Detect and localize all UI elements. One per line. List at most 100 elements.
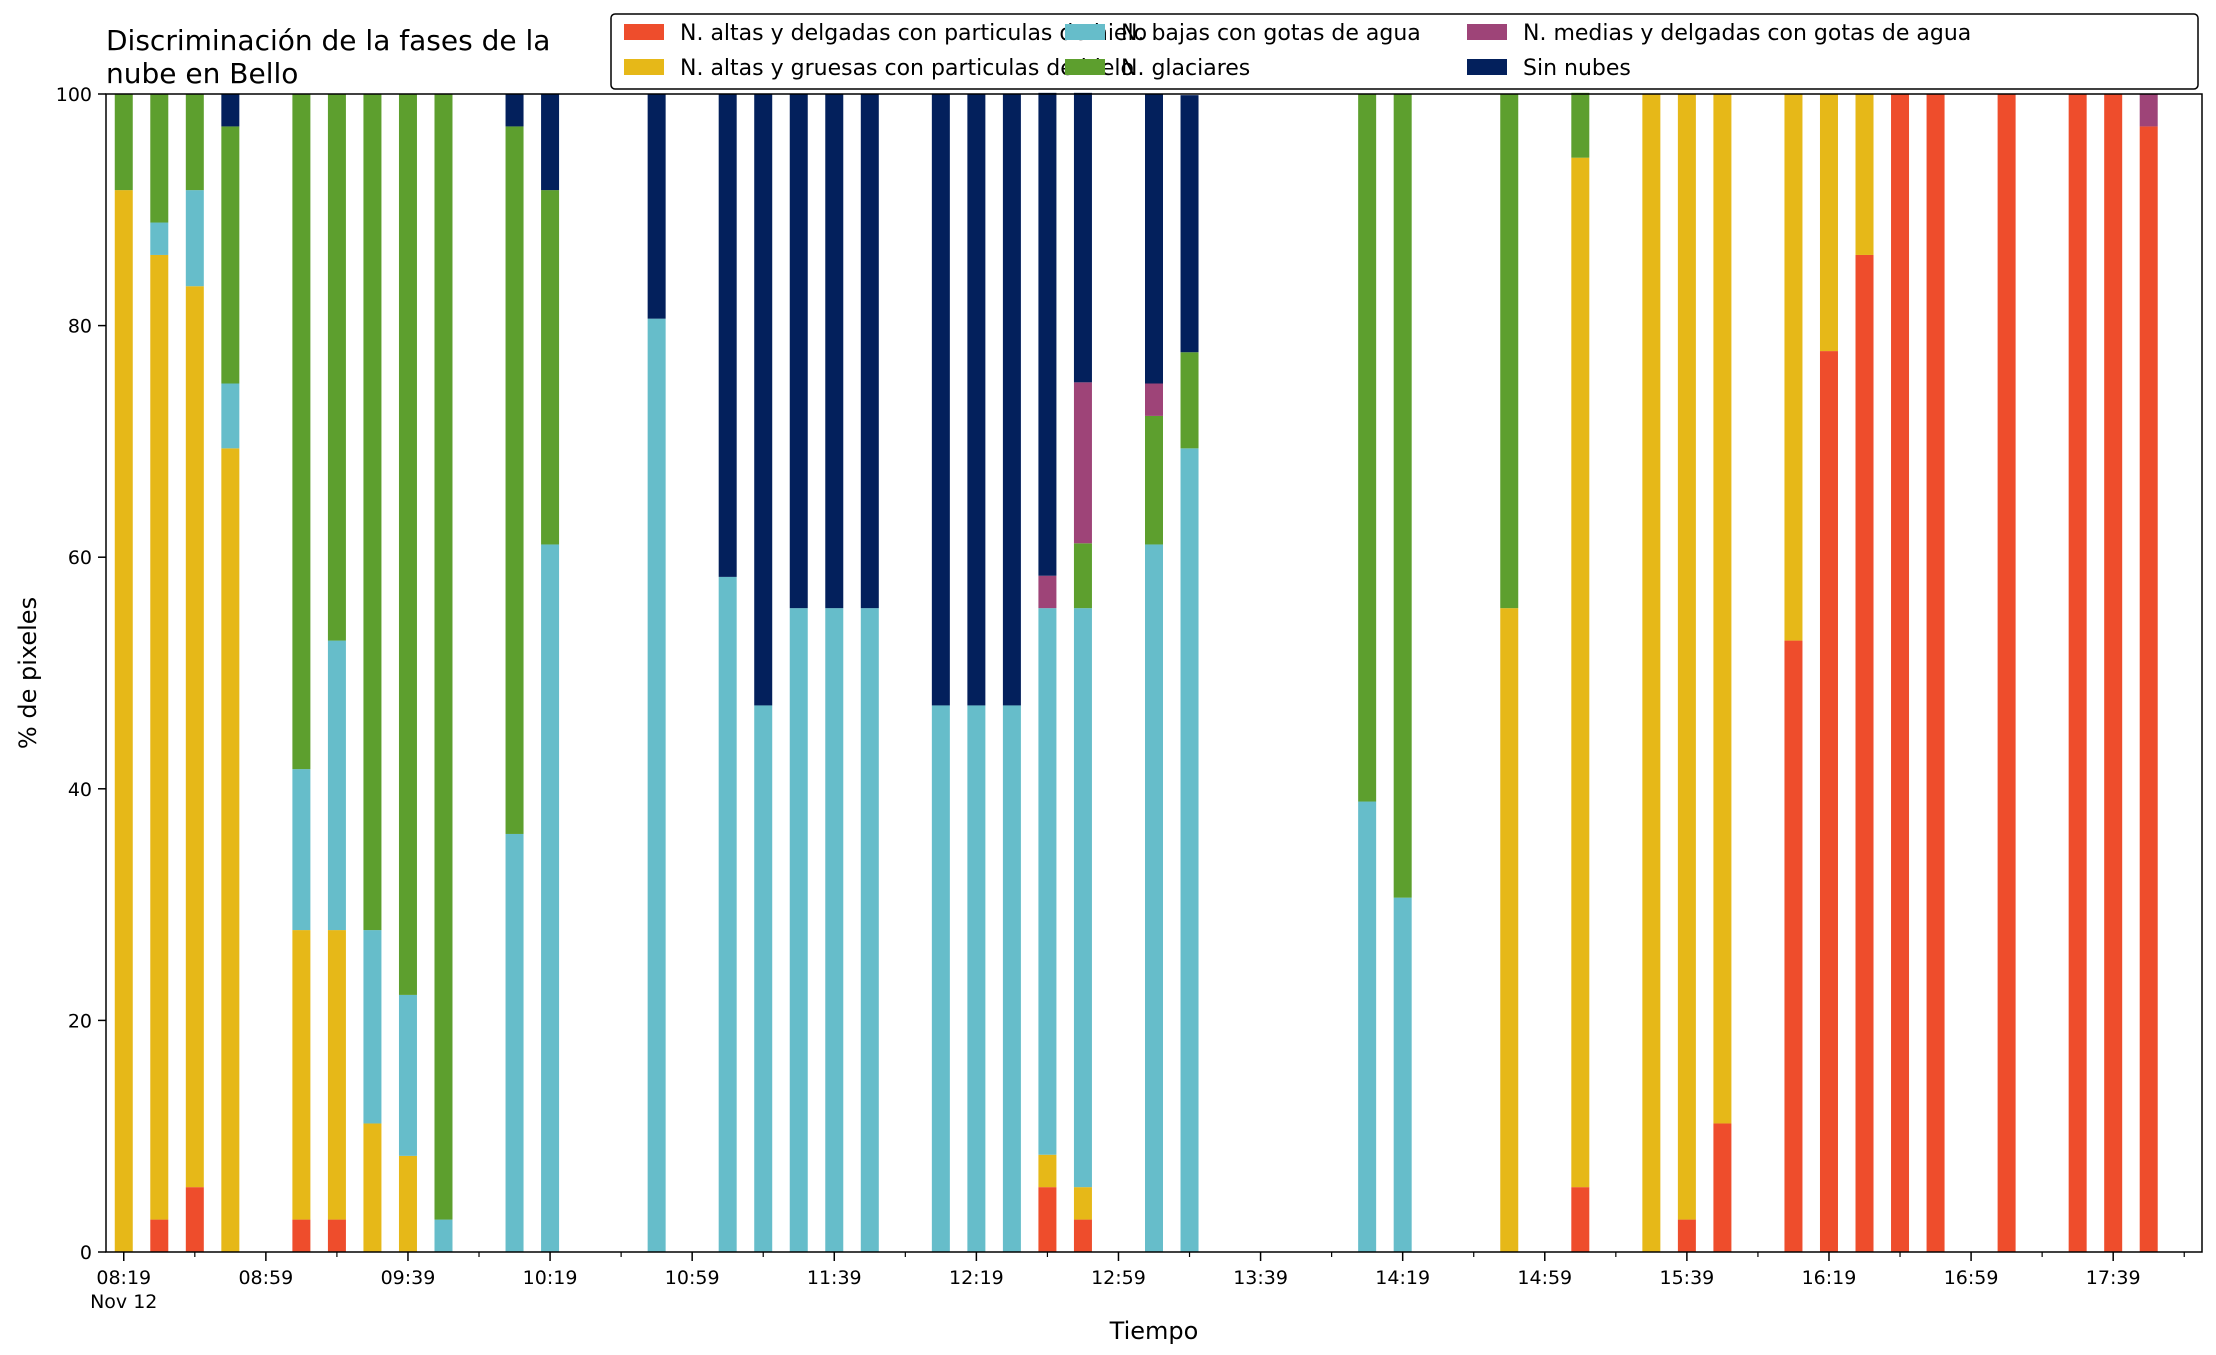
bar-segment-bajas_agua — [185, 190, 204, 287]
bar-segment-glaciares — [327, 94, 346, 641]
bar-segment-hielo_gruesas — [150, 254, 169, 1220]
bar-segment-hielo_delgadas — [1784, 640, 1803, 1252]
bar-segment-hielo_gruesas — [1713, 94, 1732, 1124]
bar-segment-hielo_gruesas — [1500, 608, 1519, 1252]
x-tick-label: 15:39 — [1659, 1267, 1714, 1289]
x-tick-label: 12:59 — [1091, 1267, 1146, 1289]
legend-swatch-hielo_gruesas — [624, 59, 664, 75]
bar-segment-medias_agua — [2139, 94, 2158, 127]
x-tick-sublabel: Nov 12 — [90, 1291, 157, 1313]
legend-swatch-sin_nubes — [1467, 59, 1507, 75]
x-tick-label: 10:59 — [665, 1267, 720, 1289]
x-tick-label: 09:39 — [381, 1267, 436, 1289]
bar-segment-hielo_delgadas — [327, 1219, 346, 1252]
bar-segment-bajas_agua — [505, 833, 524, 1252]
bar-segment-glaciares — [1358, 94, 1377, 802]
bar-segment-hielo_delgadas — [2068, 94, 2087, 1252]
chart-title-line-1: Discriminación de la fases de la — [106, 24, 550, 57]
x-tick-label: 14:59 — [1517, 1267, 1572, 1289]
bar-segment-sin_nubes — [718, 94, 737, 577]
legend-frame — [610, 13, 2199, 90]
bar-segment-glaciares — [150, 94, 169, 223]
bar-segment-sin_nubes — [860, 94, 879, 609]
bar-segment-glaciares — [1145, 415, 1163, 545]
bar-segment-hielo_gruesas — [398, 1155, 417, 1252]
bar-segment-glaciares — [1393, 94, 1412, 898]
bar-segment-glaciares — [1500, 94, 1519, 609]
y-tick-label: 80 — [68, 316, 92, 338]
bar-segment-bajas_agua — [647, 318, 666, 1252]
bar-segment-hielo_gruesas — [221, 448, 240, 1253]
y-tick-label: 0 — [80, 1242, 92, 1264]
bar-segment-glaciares — [541, 190, 560, 545]
bar-segment-sin_nubes — [789, 94, 808, 609]
bar-segment-glaciares — [505, 126, 524, 834]
bar-segment-hielo_delgadas — [2139, 126, 2158, 1252]
bar-segment-bajas_agua — [327, 640, 346, 931]
bar-segment-bajas_agua — [860, 608, 879, 1252]
bar-segment-glaciares — [1180, 352, 1199, 449]
bar-segment-hielo_delgadas — [292, 1219, 311, 1252]
bar-segment-sin_nubes — [647, 94, 666, 319]
x-tick-label: 13:39 — [1233, 1267, 1288, 1289]
plot-frame — [105, 93, 2203, 1253]
bar-segment-bajas_agua — [150, 222, 169, 255]
x-tick-label: 17:39 — [2086, 1267, 2141, 1289]
bar-segment-glaciares — [292, 94, 311, 770]
legend-label-hielo_gruesas: N. altas y gruesas con particulas de hie… — [680, 56, 1134, 81]
bar-segment-bajas_agua — [1073, 608, 1092, 1188]
bar-segment-hielo_delgadas — [1819, 351, 1838, 1253]
legend-swatch-hielo_delgadas — [624, 24, 664, 40]
bar-segment-sin_nubes — [825, 94, 844, 609]
bar-segment-medias_agua — [1145, 383, 1163, 416]
bar-segment-hielo_delgadas — [1926, 94, 1945, 1252]
bar-segment-hielo_gruesas — [292, 930, 311, 1220]
bar-segment-glaciares — [1571, 92, 1590, 158]
bar-segment-hielo_delgadas — [1038, 1187, 1057, 1252]
bar-segment-bajas_agua — [754, 705, 773, 1252]
bar-segment-bajas_agua — [434, 1219, 453, 1252]
x-tick-label: 12:19 — [949, 1267, 1004, 1289]
bar-segment-bajas_agua — [718, 576, 737, 1252]
bar-segment-glaciares — [114, 94, 133, 191]
bar-segment-sin_nubes — [1002, 94, 1021, 706]
bar-segment-hielo_delgadas — [2104, 94, 2123, 1252]
x-tick-label: 08:59 — [238, 1267, 293, 1289]
bar-segment-sin_nubes — [1180, 95, 1199, 353]
legend-swatch-medias_agua — [1467, 24, 1507, 40]
bar-segment-bajas_agua — [1180, 448, 1199, 1253]
bar-segment-bajas_agua — [967, 705, 986, 1252]
bar-segment-bajas_agua — [541, 544, 560, 1252]
x-tick-label: 10:19 — [523, 1267, 578, 1289]
bar-segment-hielo_gruesas — [1571, 157, 1590, 1188]
x-tick-label: 08:19 — [96, 1267, 151, 1289]
x-tick-label: 16:19 — [1802, 1267, 1857, 1289]
bar-segment-hielo_delgadas — [1571, 1187, 1590, 1252]
bar-segment-hielo_gruesas — [1038, 1154, 1057, 1188]
y-tick-label: 60 — [68, 547, 92, 569]
legend-label-glaciares: N. glaciares — [1121, 56, 1250, 81]
bar-segment-hielo_delgadas — [1855, 254, 1874, 1252]
bar-segment-sin_nubes — [931, 94, 950, 706]
y-tick-label: 40 — [68, 779, 92, 801]
bar-segment-bajas_agua — [221, 383, 240, 449]
y-tick-label: 20 — [68, 1010, 92, 1032]
bar-segment-bajas_agua — [789, 608, 808, 1252]
y-tick-label: 100 — [56, 84, 92, 106]
bar-segment-medias_agua — [1038, 575, 1057, 609]
legend-label-medias_agua: N. medias y delgadas con gotas de agua — [1523, 21, 1971, 46]
bar-segment-hielo_gruesas — [1784, 94, 1803, 641]
chart-title-line-2: nube en Bello — [106, 57, 298, 90]
legend: N. altas y delgadas con particulas de hi… — [610, 13, 2199, 90]
legend-swatch-bajas_agua — [1065, 24, 1105, 40]
x-tick-label: 14:19 — [1375, 1267, 1430, 1289]
bar-segment-hielo_gruesas — [1677, 94, 1696, 1220]
legend-swatch-glaciares — [1065, 59, 1105, 75]
bars-layer — [114, 92, 2158, 1253]
bar-segment-hielo_delgadas — [1997, 94, 2016, 1252]
bar-segment-hielo_gruesas — [185, 286, 204, 1188]
bar-segment-bajas_agua — [1038, 608, 1057, 1155]
bar-segment-sin_nubes — [221, 94, 240, 127]
bar-segment-hielo_delgadas — [1073, 1219, 1092, 1252]
